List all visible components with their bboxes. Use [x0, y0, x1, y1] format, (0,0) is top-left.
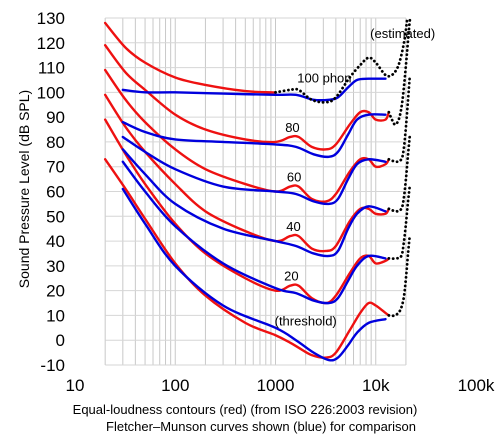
caption-line-1: Equal-loudness contours (red) (from ISO … [73, 402, 418, 417]
y-tick-label: 30 [46, 257, 65, 276]
estimated-curve [387, 185, 412, 261]
y-tick-label: 50 [46, 207, 65, 226]
iso-curve [103, 158, 391, 359]
y-tick-label: 40 [46, 232, 65, 251]
y-axis-ticks: -10 0 10 20 30 40 50 60 70 80 90 100 110 120 130 [37, 9, 65, 375]
fm-curve [121, 113, 387, 159]
x-tick-label: 1000 [257, 376, 295, 395]
curve-annotation: 40 [286, 219, 300, 234]
y-tick-label: 90 [46, 108, 65, 127]
fm-curve [121, 77, 387, 102]
x-tick-label: 10 [66, 376, 85, 395]
y-tick-label: 70 [46, 158, 65, 177]
y-tick-label: -10 [40, 356, 65, 375]
curve-annotation: (estimated) [370, 26, 435, 41]
x-axis-ticks: 10 100 1000 10k 100k [66, 376, 495, 395]
estimated-curve [274, 19, 409, 104]
y-tick-label: 0 [56, 331, 65, 350]
x-tick-label: 100k [458, 376, 495, 395]
y-tick-label: 130 [37, 9, 65, 28]
iso-curve [103, 44, 391, 151]
caption-line-2: Fletcher–Munson curves shown (blue) for … [106, 419, 416, 434]
fm-curve [121, 187, 387, 362]
y-axis-label: Sound Pressure Level (dB SPL) [16, 90, 32, 288]
estimated-curve [387, 135, 412, 213]
x-tick-label: 100 [161, 376, 189, 395]
y-tick-label: 60 [46, 183, 65, 202]
curve-annotation: 60 [287, 170, 301, 185]
fm-curve [121, 160, 387, 305]
curve-annotation: (threshold) [275, 313, 337, 328]
fm-curve [121, 135, 387, 206]
iso-curve [103, 21, 277, 94]
estimated-curve [387, 234, 412, 318]
curve-annotation: 100 phon [297, 70, 351, 85]
y-tick-label: 100 [37, 83, 65, 102]
series-layer [103, 16, 412, 362]
iso-curve [103, 93, 391, 253]
y-tick-label: 10 [46, 306, 65, 325]
estimated-curve [387, 76, 412, 164]
annotations: (estimated) 100 phon 80 60 40 20 (threshold) [275, 26, 436, 329]
curve-annotation: 20 [284, 269, 298, 284]
fm-curve [121, 148, 387, 258]
x-tick-label: 10k [362, 376, 390, 395]
curve-annotation: 80 [285, 120, 299, 135]
y-tick-label: 80 [46, 133, 65, 152]
y-tick-label: 20 [46, 282, 65, 301]
y-tick-label: 110 [38, 59, 65, 78]
y-tick-label: 120 [37, 34, 65, 53]
